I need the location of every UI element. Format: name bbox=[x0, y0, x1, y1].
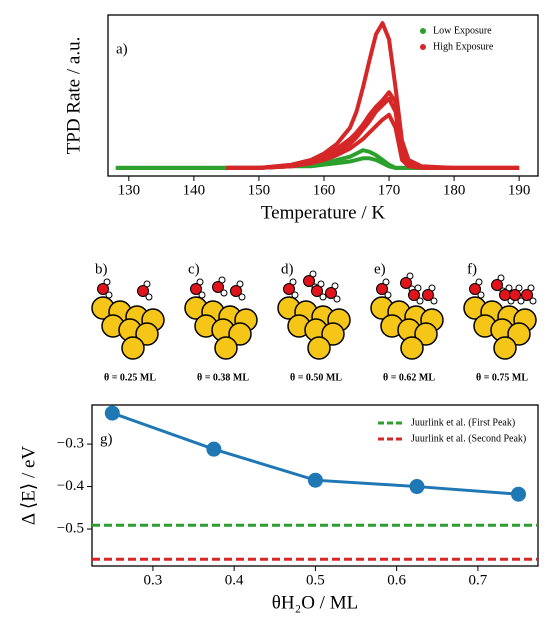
panel-label: d) bbox=[281, 261, 294, 277]
gold-atom bbox=[121, 336, 145, 360]
oxygen-atom bbox=[325, 287, 337, 299]
hydrogen-atom bbox=[145, 293, 153, 301]
hydrogen-atom bbox=[333, 295, 341, 303]
structure-image bbox=[463, 274, 537, 360]
oxygen-atom bbox=[303, 275, 315, 287]
oxygen-atom bbox=[422, 289, 434, 301]
panel-label: f) bbox=[467, 261, 477, 277]
y-tick-label: −0.5 bbox=[57, 520, 84, 536]
x-tick-label: 170 bbox=[378, 182, 401, 198]
oxygen-atom bbox=[137, 285, 149, 297]
gold-atom bbox=[493, 336, 517, 360]
x-tick-label: 130 bbox=[118, 182, 141, 198]
gold-atom bbox=[414, 322, 438, 346]
hydrogen-atom bbox=[105, 291, 113, 299]
x-tick-label: 140 bbox=[183, 182, 206, 198]
oxygen-atom bbox=[469, 283, 481, 295]
coverage-label: θ = 0.25 ML bbox=[104, 372, 156, 383]
panel-label: g) bbox=[100, 431, 113, 447]
hydrogen-atom bbox=[384, 291, 392, 299]
x-tick-label: 160 bbox=[313, 182, 336, 198]
oxygen-atom bbox=[97, 283, 109, 295]
hydrogen-atom bbox=[430, 297, 438, 305]
oxygen-atom bbox=[311, 285, 323, 297]
gold-atom bbox=[214, 336, 238, 360]
oxygen-atom bbox=[400, 277, 412, 289]
panel-label: e) bbox=[374, 261, 386, 277]
x-tick-label: 180 bbox=[443, 182, 466, 198]
legend-marker bbox=[420, 28, 426, 34]
gold-atom bbox=[228, 322, 252, 346]
coverage-label: θ = 0.75 ML bbox=[476, 372, 528, 383]
oxygen-atom bbox=[491, 279, 503, 291]
oxygen-atom bbox=[509, 289, 521, 301]
coverage-label: θ = 0.38 ML bbox=[197, 372, 249, 383]
oxygen-atom bbox=[190, 283, 202, 295]
gold-atom bbox=[507, 322, 531, 346]
structure-image bbox=[184, 276, 258, 360]
structure-image bbox=[91, 278, 165, 360]
legend-label: Juurlink et al. (Second Peak) bbox=[411, 433, 526, 444]
coverage-label: θ = 0.50 ML bbox=[290, 372, 342, 383]
oxygen-atom bbox=[408, 289, 420, 301]
y-tick-label: −0.4 bbox=[57, 478, 85, 494]
legend-label: Low Exposure bbox=[433, 25, 492, 36]
gold-atom bbox=[307, 336, 331, 360]
hydrogen-atom bbox=[319, 293, 327, 301]
x-axis-label: Temperature / K bbox=[261, 202, 386, 223]
hydrogen-atom bbox=[198, 291, 206, 299]
oxygen-atom bbox=[230, 285, 242, 297]
structure-image bbox=[277, 270, 351, 360]
gold-atom bbox=[321, 322, 345, 346]
legend-label: High Exposure bbox=[433, 41, 494, 52]
gold-atom bbox=[135, 322, 159, 346]
point bbox=[409, 479, 425, 495]
x-tick-label: 190 bbox=[508, 182, 531, 198]
point bbox=[104, 405, 120, 421]
hydrogen-atom bbox=[477, 291, 485, 299]
point bbox=[307, 472, 323, 488]
legend-label: Juurlink et al. (First Peak) bbox=[411, 417, 515, 428]
hydrogen-atom bbox=[220, 289, 228, 297]
x-axis-label: θH₂O / ML bbox=[272, 592, 358, 613]
y-tick-label: −0.3 bbox=[57, 436, 84, 452]
x-tick-label: 0.6 bbox=[387, 572, 406, 588]
legend-marker bbox=[420, 44, 426, 50]
coverage-label: θ = 0.62 ML bbox=[383, 372, 435, 383]
x-tick-label: 0.7 bbox=[469, 572, 488, 588]
y-axis-label: TPD Rate / a.u. bbox=[63, 37, 84, 155]
panel-label: a) bbox=[116, 41, 128, 57]
axes-frame bbox=[107, 14, 539, 177]
hydrogen-atom bbox=[517, 297, 525, 305]
point bbox=[511, 486, 527, 502]
hydrogen-atom bbox=[238, 293, 246, 301]
panel-label: b) bbox=[95, 261, 108, 277]
oxygen-atom bbox=[521, 289, 533, 301]
x-tick-label: 0.4 bbox=[225, 572, 244, 588]
x-tick-label: 150 bbox=[248, 182, 271, 198]
point bbox=[206, 441, 222, 457]
oxygen-atom bbox=[376, 283, 388, 295]
oxygen-atom bbox=[212, 281, 224, 293]
hydrogen-atom bbox=[291, 291, 299, 299]
tpd-curve bbox=[226, 21, 520, 170]
oxygen-atom bbox=[283, 283, 295, 295]
y-axis-label: Δ ⟨E⟩ / eV bbox=[18, 446, 39, 526]
x-tick-label: 0.5 bbox=[306, 572, 325, 588]
gold-atom bbox=[400, 336, 424, 360]
x-tick-label: 0.3 bbox=[144, 572, 163, 588]
hydrogen-atom bbox=[416, 297, 424, 305]
panel-label: c) bbox=[188, 261, 200, 277]
hydrogen-atom bbox=[529, 297, 537, 305]
structure-image bbox=[370, 272, 444, 360]
